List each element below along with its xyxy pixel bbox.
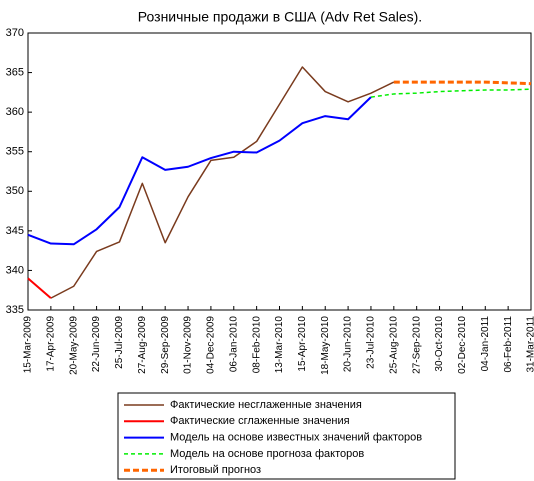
legend-label: Модель на основе известных значений факт…	[170, 432, 422, 444]
y-tick-label: 345	[6, 225, 24, 237]
y-tick-label: 340	[6, 264, 24, 276]
y-tick-label: 370	[6, 27, 24, 39]
x-tick-label: 18-May-2010	[320, 316, 331, 375]
series-line	[27, 277, 52, 299]
x-tick-label: 06-Jan-2010	[228, 316, 239, 373]
series-line	[27, 96, 372, 246]
chart-title: Розничные продажи в США (Adv Ret Sales).	[138, 9, 422, 25]
y-tick-label: 335	[6, 304, 24, 316]
x-tick-label: 02-Dec-2010	[457, 316, 468, 374]
x-tick-label: 01-Nov-2009	[183, 316, 194, 374]
x-tick-label: 29-Sep-2009	[160, 316, 171, 374]
x-tick-label: 23-Jul-2010	[366, 316, 377, 369]
series-line	[370, 88, 532, 98]
x-tick-label: 20-May-2009	[68, 316, 79, 375]
x-tick-label: 27-Aug-2009	[137, 316, 148, 374]
plot-frame	[27, 32, 532, 311]
series-line	[50, 66, 395, 299]
y-tick-label: 350	[6, 185, 24, 197]
x-tick-label: 25-Aug-2010	[388, 316, 399, 374]
legend-label: Модель на основе прогноза факторов	[170, 448, 364, 460]
x-tick-label: 27-Sep-2010	[411, 316, 422, 374]
legend-label: Фактические сглаженные значения	[170, 415, 350, 427]
y-tick-label: 360	[6, 106, 24, 118]
x-tick-label: 17-Apr-2009	[46, 316, 57, 372]
legend-box	[117, 392, 456, 480]
x-tick-label: 06-Feb-2011	[503, 316, 514, 373]
x-tick-label: 15-Apr-2010	[297, 316, 308, 372]
x-tick-label: 13-Mar-2010	[274, 316, 285, 374]
x-tick-label: 04-Dec-2009	[206, 316, 217, 374]
x-tick-label: 31-Mar-2011	[526, 316, 534, 373]
legend-label: Фактические несглаженные значения	[170, 399, 362, 411]
x-tick-label: 22-Jun-2009	[91, 316, 102, 373]
x-tick-label: 25-Jul-2009	[114, 316, 125, 369]
x-tick-label: 30-Oct-2010	[434, 316, 445, 372]
x-tick-label: 08-Feb-2010	[251, 316, 262, 374]
y-tick-label: 365	[6, 66, 24, 78]
y-tick-label: 355	[6, 146, 24, 158]
x-tick-label: 04-Jan-2011	[480, 316, 491, 372]
x-tick-label: 15-Mar-2009	[23, 316, 34, 374]
legend-label: Итоговый прогноз	[170, 464, 261, 476]
series-line	[393, 80, 532, 86]
x-tick-label: 20-Jun-2010	[343, 316, 354, 373]
